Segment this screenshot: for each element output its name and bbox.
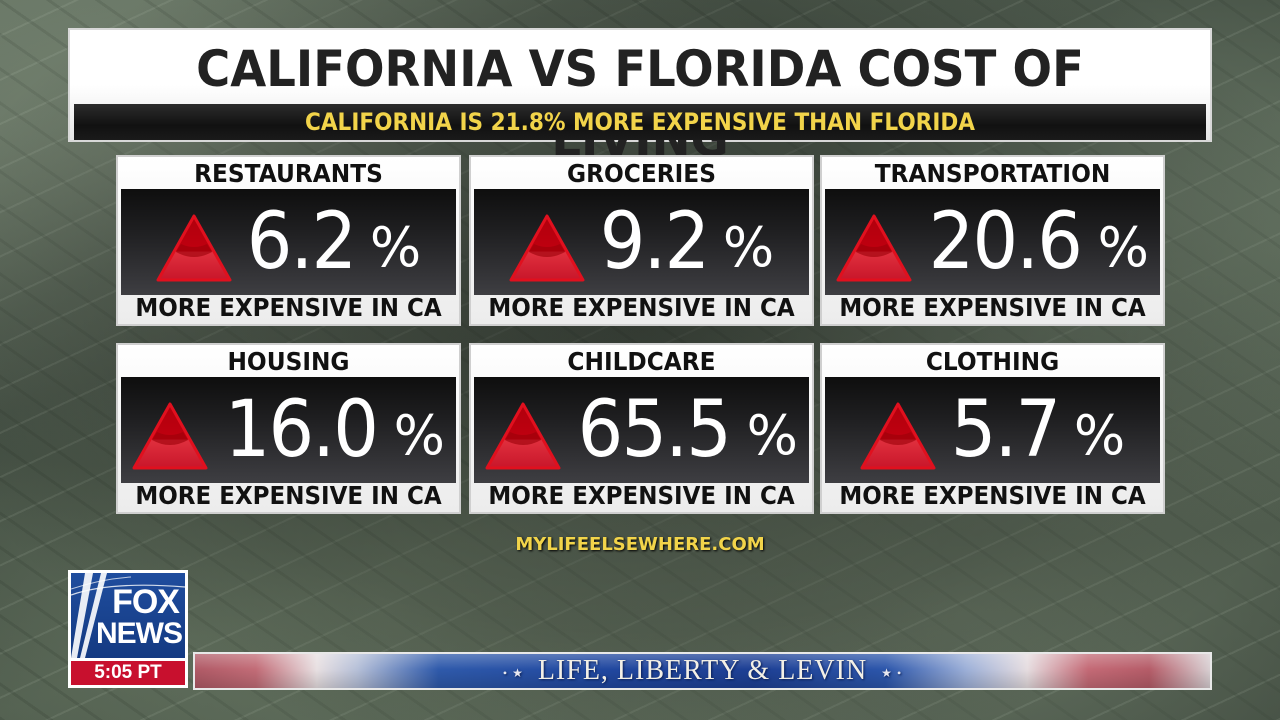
card-label: TRANSPORTATION xyxy=(874,159,1111,188)
star-icon: • ★ xyxy=(502,665,524,680)
stat-card-transportation: TRANSPORTATION 20.6 % MORE EXPENSIVE IN … xyxy=(820,155,1165,326)
stat-card-housing: HOUSING 16.0 % MORE EXPENSIVE IN CA xyxy=(116,343,461,514)
up-triangle-icon xyxy=(860,402,936,470)
up-triangle-icon xyxy=(485,402,561,470)
card-label: RESTAURANTS xyxy=(194,159,383,188)
card-footer: MORE EXPENSIVE IN CA xyxy=(135,481,442,510)
card-value-band: 9.2 % xyxy=(474,189,809,295)
up-triangle-icon xyxy=(132,402,208,470)
fox-news-logo: FOX NEWS 5:05 PT xyxy=(68,570,188,688)
stat-card-childcare: CHILDCARE 65.5 % MORE EXPENSIVE IN CA xyxy=(469,343,814,514)
searchlight-rays-icon xyxy=(71,573,185,658)
star-icon: ★ • xyxy=(881,665,903,680)
card-footer: MORE EXPENSIVE IN CA xyxy=(488,481,795,510)
card-label: CLOTHING xyxy=(925,347,1060,376)
show-title-row: • ★ LIFE, LIBERTY & LEVIN ★ • xyxy=(195,654,1210,688)
percent-sign: % xyxy=(369,216,422,279)
stat-value: 5.7 xyxy=(950,385,1061,475)
stat-value: 9.2 xyxy=(599,197,710,287)
card-label: HOUSING xyxy=(227,347,350,376)
show-title-banner: • ★ LIFE, LIBERTY & LEVIN ★ • xyxy=(193,652,1212,690)
stat-value: 6.2 xyxy=(246,197,357,287)
logo-news-text: NEWS xyxy=(96,617,183,650)
stat-card-restaurants: RESTAURANTS 6.2 % MORE EXPENSIVE IN CA xyxy=(116,155,461,326)
stat-value: 20.6 xyxy=(928,197,1083,287)
card-label: CHILDCARE xyxy=(567,347,716,376)
percent-sign: % xyxy=(1097,216,1149,279)
card-footer: MORE EXPENSIVE IN CA xyxy=(488,293,795,322)
percent-sign: % xyxy=(393,404,445,467)
source-credit: MYLIFEELSEWHERE.COM xyxy=(515,534,765,555)
stat-value: 16.0 xyxy=(224,385,379,475)
card-value-band: 65.5 % xyxy=(474,377,809,483)
card-footer: MORE EXPENSIVE IN CA xyxy=(135,293,442,322)
logo-fox-text: FOX xyxy=(112,583,180,621)
up-triangle-icon xyxy=(836,214,912,282)
subtitle-band: CALIFORNIA IS 21.8% MORE EXPENSIVE THAN … xyxy=(74,104,1206,140)
up-triangle-icon xyxy=(509,214,585,282)
subtitle: CALIFORNIA IS 21.8% MORE EXPENSIVE THAN … xyxy=(304,108,976,136)
card-value-band: 5.7 % xyxy=(825,377,1160,483)
card-value-band: 20.6 % xyxy=(825,189,1160,295)
up-triangle-icon xyxy=(156,214,232,282)
stat-value: 65.5 xyxy=(577,385,732,475)
card-value-band: 16.0 % xyxy=(121,377,456,483)
title-box: CALIFORNIA VS FLORIDA COST OF LIVING CAL… xyxy=(68,28,1212,168)
page-title: CALIFORNIA VS FLORIDA COST OF LIVING xyxy=(196,40,1084,168)
stat-card-clothing: CLOTHING 5.7 % MORE EXPENSIVE IN CA xyxy=(820,343,1165,514)
percent-sign: % xyxy=(722,216,775,279)
card-value-band: 6.2 % xyxy=(121,189,456,295)
card-footer: MORE EXPENSIVE IN CA xyxy=(839,481,1146,510)
card-label: GROCERIES xyxy=(567,159,716,188)
logo-blue-panel: FOX NEWS xyxy=(71,573,185,658)
show-title: LIFE, LIBERTY & LEVIN xyxy=(537,655,868,686)
card-footer: MORE EXPENSIVE IN CA xyxy=(839,293,1146,322)
percent-sign: % xyxy=(746,404,798,467)
clock-time: 5:05 PT xyxy=(71,661,185,685)
percent-sign: % xyxy=(1073,404,1126,467)
stat-card-groceries: GROCERIES 9.2 % MORE EXPENSIVE IN CA xyxy=(469,155,814,326)
